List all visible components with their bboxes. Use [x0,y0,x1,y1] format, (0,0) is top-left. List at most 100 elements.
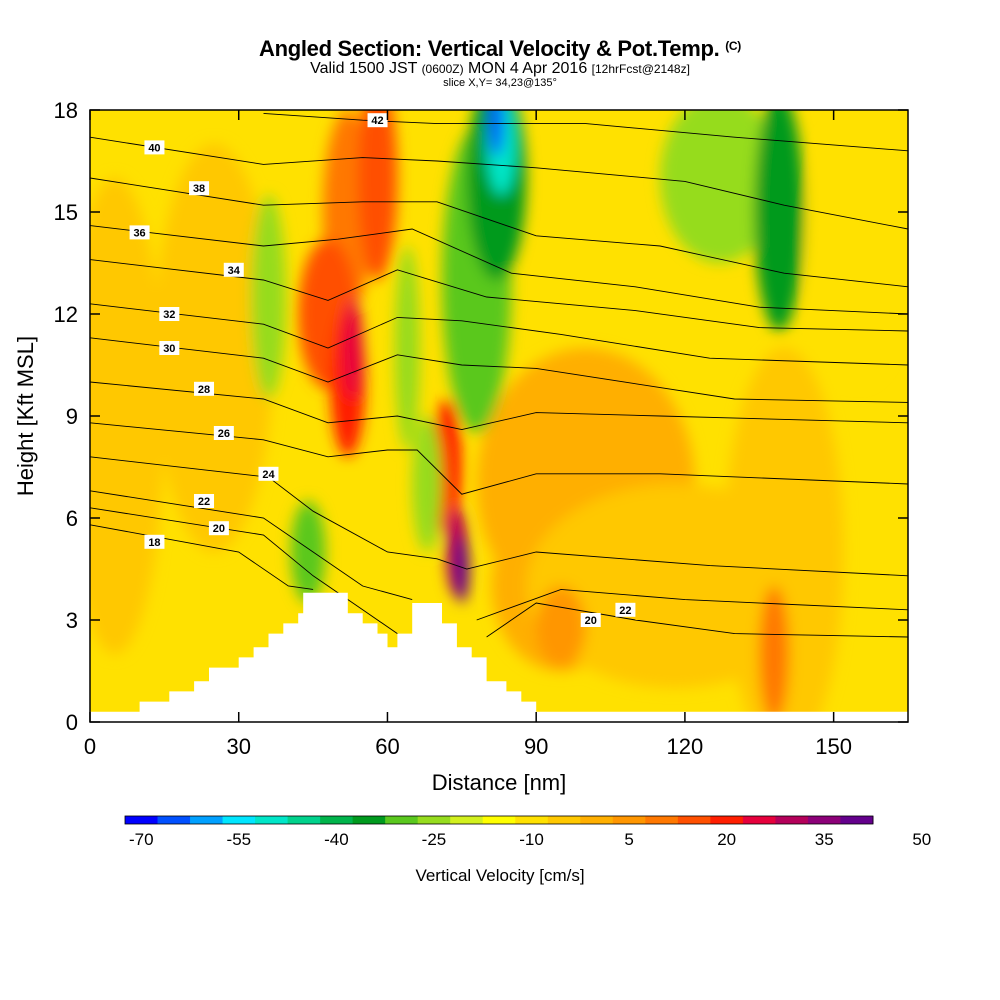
contour-label-box [159,307,180,321]
contour-label: 20 [213,523,225,535]
contour-label-box [194,494,215,508]
contour-label: 18 [148,537,160,549]
colorbar-swatch [157,816,191,824]
colorbar-swatch [742,816,776,824]
colorbar-swatch [840,816,874,824]
x-axis: 0 30 60 90 120 150 [84,110,852,759]
colorbar-tick-label: 50 [912,830,931,849]
contour-label-box [258,466,279,481]
colorbar-swatch [482,816,516,824]
x-tick-label: 60 [375,734,399,759]
contour-label-box [580,613,601,627]
contour-label: 26 [218,428,230,440]
colorbar: -70 -55 -40 -25 -10 5 20 35 50 [124,815,931,849]
x-tick-label: 30 [226,734,250,759]
contour-labels: 18 20 20 22 22 24 26 28 30 32 34 36 38 40 42 [129,113,636,627]
colorbar-swatch [775,816,809,824]
contour-label-box [144,140,165,155]
contour-label: 36 [133,227,145,239]
colorbar-tick-label: 5 [624,830,633,849]
contour-label-box [189,181,210,196]
colorbar-swatch [385,816,419,824]
colorbar-tick-label: 20 [717,830,736,849]
colorbar-swatch [677,816,711,824]
colorbar-tick-label: -40 [324,830,349,849]
chart-subtitle: Valid 1500 JST (0600Z) MON 4 Apr 2016 [1… [310,60,690,77]
colorbar-label: Vertical Velocity [cm/s] [415,866,584,885]
contour-line-38 [90,177,908,288]
x-tick-label: 120 [667,734,704,759]
y-tick-label: 15 [54,200,78,225]
y-axis-label: Height [Kft MSL] [13,336,38,496]
velocity-field [90,110,908,722]
theta-contours [90,112,908,638]
contour-label: 32 [163,309,175,321]
contour-label-box [129,225,150,240]
colorbar-swatch [417,816,451,824]
x-axis-label: Distance [nm] [432,770,567,795]
colorbar-tick-label: -55 [227,830,252,849]
contour-label: 22 [198,496,210,508]
x-tick-label: 150 [815,734,852,759]
colorbar-swatch [515,816,549,824]
contour-label: 22 [619,605,631,617]
colorbar-swatch [645,816,679,824]
colorbar-swatch [320,816,354,824]
colorbar-tick-label: -70 [129,830,154,849]
contour-label-box [367,113,388,128]
contour-line-28 [90,381,908,431]
contour-label: 30 [163,343,175,355]
contour-line-36 [90,225,908,315]
colorbar-tick-label: -25 [422,830,447,849]
contour-label-box [144,534,165,549]
colorbar-swatch [580,816,614,824]
colorbar-swatch [222,816,256,824]
contour-label: 34 [228,265,241,277]
contour-line-26 [90,422,908,495]
colorbar-swatch [612,816,646,824]
colorbar-swatch [287,816,321,824]
colorbar-swatch [125,816,159,824]
colorbar-swatch [190,816,224,824]
contour-label: 24 [262,469,275,481]
contour-line-32 [90,303,908,366]
y-tick-label: 12 [54,302,78,327]
contour-label-box [213,426,234,440]
contour-label-box [615,602,636,617]
y-tick-label: 9 [66,404,78,429]
contour-label-box [194,381,215,396]
colorbar-tick-label: 35 [815,830,834,849]
contour-line-42 [263,112,908,152]
contour-line-20 [90,507,398,634]
contour-line-22 [90,490,413,601]
x-tick-label: 0 [84,734,96,759]
colorbar-frame [124,815,874,825]
colorbar-swatch [255,816,289,824]
contour-label: 42 [371,115,383,127]
colorbar-swatch [450,816,484,824]
contour-label: 40 [148,142,160,154]
slice-label: slice X,Y= 34,23@135° [443,77,557,89]
contour-line-22 [476,588,908,621]
contour-label-box [208,521,229,536]
contour-line-30 [90,337,908,403]
colorbar-swatch [710,816,744,824]
colorbar-tick-label: -10 [519,830,544,849]
contour-label: 28 [198,384,210,396]
contour-line-24 [90,456,908,577]
y-tick-label: 0 [66,710,78,735]
chart-title: Angled Section: Vertical Velocity & Pot.… [258,36,741,61]
colorbar-swatch [807,816,841,824]
colorbar-swatch [547,816,581,824]
contour-label: 20 [585,615,597,627]
contour-line-20 [486,602,908,638]
contour-label-box [223,262,244,277]
y-tick-label: 18 [54,98,78,123]
x-tick-label: 90 [524,734,548,759]
y-tick-label: 6 [66,506,78,531]
terrain-mask [90,592,908,722]
terrain [90,592,908,722]
y-tick-label: 3 [66,608,78,633]
